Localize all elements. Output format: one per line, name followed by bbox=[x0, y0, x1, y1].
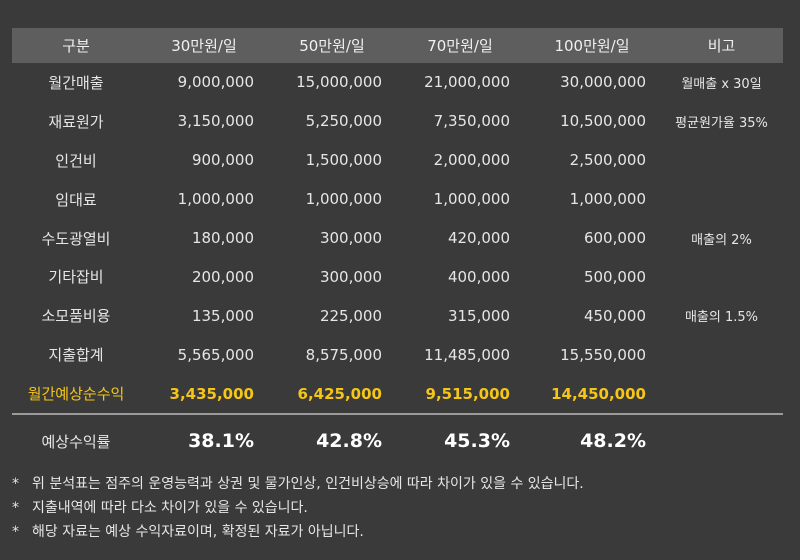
row-label: 수도광열비 bbox=[41, 229, 111, 248]
cell-100man: 450,000 bbox=[583, 306, 646, 325]
cell-30man: 3,150,000 bbox=[177, 112, 254, 131]
cell-30man: 135,000 bbox=[191, 306, 254, 325]
footnote-1: * 위 분석표는 점주의 운영능력과 상권 및 물가인상, 인건비상승에 따라 차… bbox=[12, 472, 788, 496]
cell-50man: 1,000,000 bbox=[305, 190, 382, 209]
footnote-text: 해당 자료는 예상 수익자료이며, 확정된 자료가 아닙니다. bbox=[32, 524, 364, 540]
rate-100man: 48.2% bbox=[524, 413, 660, 468]
cell-100man: 30,000,000 bbox=[560, 73, 646, 92]
cell-remark: 매출의 2% bbox=[691, 232, 752, 248]
cell-50man: 5,250,000 bbox=[305, 112, 382, 131]
cell-remark: 월매출 x 30일 bbox=[681, 76, 762, 92]
table-row-monthly-sales: 월간매출 9,000,000 15,000,000 21,000,000 30,… bbox=[12, 63, 783, 102]
cell-100man: 10,500,000 bbox=[560, 112, 646, 131]
cell-70man: 21,000,000 bbox=[424, 73, 510, 92]
asterisk-mark: * bbox=[12, 524, 19, 540]
cell-50man: 225,000 bbox=[319, 306, 382, 325]
cell-70man: 9,515,000 bbox=[425, 384, 510, 403]
header-30man: 30만원/일 bbox=[140, 28, 268, 63]
cell-30man: 180,000 bbox=[191, 229, 254, 247]
cell-100man: 15,550,000 bbox=[560, 345, 646, 364]
cell-70man: 315,000 bbox=[447, 306, 510, 325]
cell-70man: 420,000 bbox=[447, 229, 510, 247]
footnotes: * 위 분석표는 점주의 운영능력과 상권 및 물가인상, 인건비상승에 따라 차… bbox=[12, 472, 788, 544]
row-label: 월간매출 bbox=[48, 73, 104, 92]
cell-50man: 15,000,000 bbox=[296, 73, 382, 92]
cell-50man: 1,500,000 bbox=[305, 151, 382, 170]
cell-remark bbox=[660, 335, 783, 374]
cell-remark bbox=[660, 141, 783, 180]
cell-remark bbox=[660, 374, 783, 414]
row-label: 임대료 bbox=[55, 190, 97, 209]
rate-70man: 45.3% bbox=[396, 413, 524, 468]
summary-empty-cell bbox=[660, 413, 783, 468]
summary-label: 예상수익률 bbox=[12, 413, 140, 468]
table-header-row: 구분 30만원/일 50만원/일 70만원/일 100만원/일 비고 bbox=[12, 28, 783, 63]
cell-50man: 6,425,000 bbox=[297, 384, 382, 403]
profit-analysis-table-container: 구분 30만원/일 50만원/일 70만원/일 100만원/일 비고 월간매출 … bbox=[12, 28, 783, 468]
cell-remark bbox=[660, 180, 783, 219]
table-row-total-expense: 지출합계 5,565,000 8,575,000 11,485,000 15,5… bbox=[12, 335, 783, 374]
cell-100man: 2,500,000 bbox=[569, 151, 646, 170]
cell-70man: 400,000 bbox=[447, 267, 510, 286]
cell-100man: 600,000 bbox=[583, 229, 646, 247]
table-row-profit-rate: 예상수익률 38.1% 42.8% 45.3% 48.2% bbox=[12, 413, 783, 468]
row-label: 기타잡비 bbox=[48, 268, 104, 287]
cell-30man: 9,000,000 bbox=[177, 73, 254, 92]
table-row-misc: 기타잡비 200,000 300,000 400,000 500,000 bbox=[12, 257, 783, 296]
footnote-2: * 지출내역에 따라 다소 차이가 있을 수 있습니다. bbox=[12, 496, 788, 520]
cell-remark: 평균원가율 35% bbox=[675, 115, 768, 131]
profit-analysis-table: 구분 30만원/일 50만원/일 70만원/일 100만원/일 비고 월간매출 … bbox=[12, 28, 783, 468]
table-row-labor-cost: 인건비 900,000 1,500,000 2,000,000 2,500,00… bbox=[12, 141, 783, 180]
cell-remark bbox=[660, 257, 783, 296]
cell-50man: 300,000 bbox=[319, 229, 382, 247]
row-label: 월간예상순수익 bbox=[27, 385, 125, 404]
cell-30man: 1,000,000 bbox=[177, 190, 254, 209]
cell-70man: 2,000,000 bbox=[433, 151, 510, 170]
footnote-text: 위 분석표는 점주의 운영능력과 상권 및 물가인상, 인건비상승에 따라 차이… bbox=[32, 476, 584, 492]
table-row-supplies: 소모품비용 135,000 225,000 315,000 450,000 매출… bbox=[12, 296, 783, 335]
cell-30man: 200,000 bbox=[191, 267, 254, 286]
header-remarks: 비고 bbox=[660, 28, 783, 63]
header-100man: 100만원/일 bbox=[524, 28, 660, 63]
row-label: 인건비 bbox=[55, 151, 97, 170]
row-label: 소모품비용 bbox=[41, 307, 111, 326]
footnote-3: * 해당 자료는 예상 수익자료이며, 확정된 자료가 아닙니다. bbox=[12, 520, 788, 544]
cell-30man: 3,435,000 bbox=[169, 384, 254, 403]
cell-70man: 11,485,000 bbox=[424, 345, 510, 364]
row-label: 재료원가 bbox=[48, 112, 104, 131]
cell-100man: 500,000 bbox=[583, 267, 646, 286]
cell-100man: 14,450,000 bbox=[551, 384, 646, 403]
rate-30man: 38.1% bbox=[140, 413, 268, 468]
footnote-text: 지출내역에 따라 다소 차이가 있을 수 있습니다. bbox=[32, 500, 308, 516]
table-row-utilities: 수도광열비 180,000 300,000 420,000 600,000 매출… bbox=[12, 219, 783, 258]
cell-30man: 5,565,000 bbox=[177, 345, 254, 364]
cell-50man: 300,000 bbox=[319, 267, 382, 286]
cell-70man: 1,000,000 bbox=[433, 190, 510, 209]
table-body: 월간매출 9,000,000 15,000,000 21,000,000 30,… bbox=[12, 63, 783, 468]
rate-50man: 42.8% bbox=[268, 413, 396, 468]
table-row-rent: 임대료 1,000,000 1,000,000 1,000,000 1,000,… bbox=[12, 180, 783, 219]
cell-remark: 매출의 1.5% bbox=[684, 310, 759, 326]
cell-70man: 7,350,000 bbox=[433, 112, 510, 131]
header-70man: 70만원/일 bbox=[396, 28, 524, 63]
header-category: 구분 bbox=[12, 28, 140, 63]
table-row-material-cost: 재료원가 3,150,000 5,250,000 7,350,000 10,50… bbox=[12, 102, 783, 141]
asterisk-mark: * bbox=[12, 500, 19, 516]
cell-30man: 900,000 bbox=[191, 151, 254, 170]
cell-50man: 8,575,000 bbox=[305, 345, 382, 364]
row-label: 지출합계 bbox=[48, 346, 104, 365]
table-row-net-profit: 월간예상순수익 3,435,000 6,425,000 9,515,000 14… bbox=[12, 374, 783, 414]
header-50man: 50만원/일 bbox=[268, 28, 396, 63]
asterisk-mark: * bbox=[12, 476, 19, 492]
cell-100man: 1,000,000 bbox=[569, 190, 646, 209]
